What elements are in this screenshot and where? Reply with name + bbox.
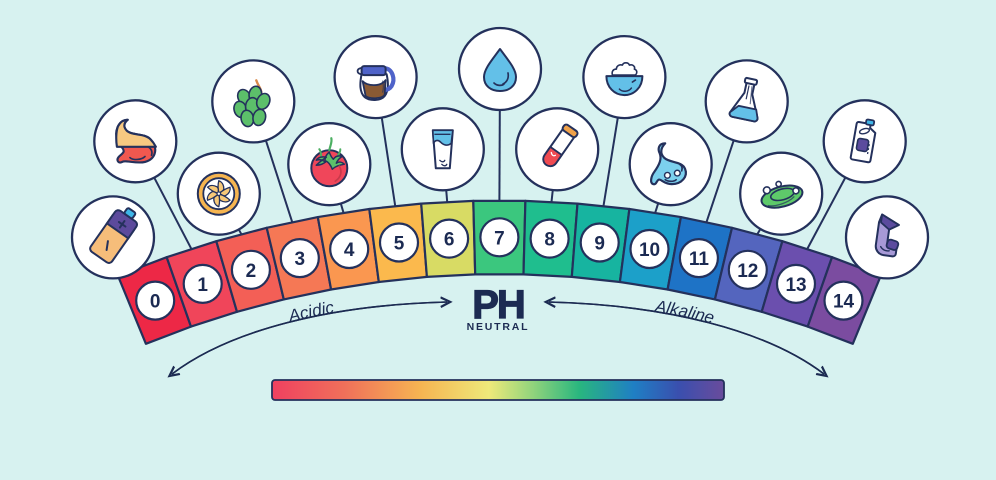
svg-text:9: 9 bbox=[594, 234, 605, 255]
svg-text:11: 11 bbox=[689, 249, 710, 270]
svg-text:14: 14 bbox=[833, 292, 855, 313]
svg-text:3: 3 bbox=[295, 249, 306, 270]
svg-text:1: 1 bbox=[197, 275, 208, 296]
svg-text:7: 7 bbox=[494, 228, 505, 249]
svg-text:13: 13 bbox=[785, 275, 806, 296]
svg-text:0: 0 bbox=[150, 292, 161, 313]
svg-text:12: 12 bbox=[737, 261, 758, 282]
svg-text:6: 6 bbox=[444, 230, 455, 251]
svg-text:NEUTRAL: NEUTRAL bbox=[467, 321, 530, 333]
svg-text:8: 8 bbox=[544, 230, 555, 251]
svg-text:2: 2 bbox=[246, 261, 257, 282]
svg-text:4: 4 bbox=[344, 240, 355, 261]
svg-text:5: 5 bbox=[394, 234, 405, 255]
svg-text:10: 10 bbox=[639, 240, 660, 261]
